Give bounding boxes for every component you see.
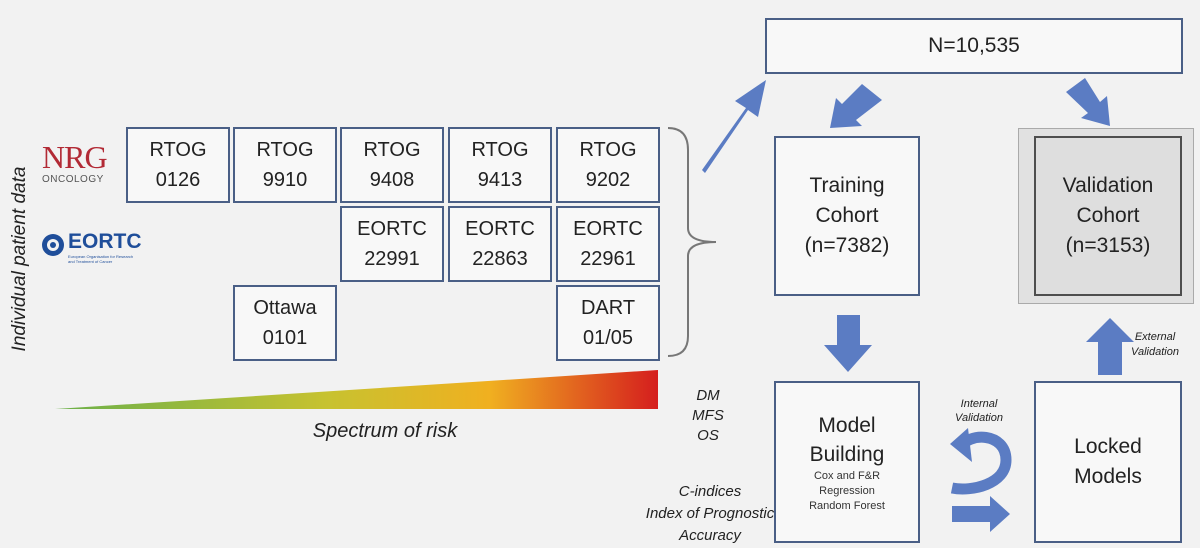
trial-box-rtog-0126: RTOG 0126 [126, 127, 230, 203]
trial-box-eortc-22863: EORTC 22863 [448, 206, 552, 282]
training-line1: Training [809, 174, 885, 197]
internal-validation-line2: Validation [955, 412, 1003, 424]
trial-number: 0126 [155, 169, 201, 191]
internal-validation-line1: Internal [960, 398, 998, 410]
trial-name: RTOG [471, 139, 529, 161]
endpoint-dm: DM [696, 387, 720, 404]
eortc-logo-subtext: European Organisation for Research and T… [68, 254, 133, 264]
locked-models-box: Locked Models [1034, 381, 1182, 543]
trial-box-eortc-22991: EORTC 22991 [340, 206, 444, 282]
up-right-arrow [702, 80, 766, 173]
trial-name: EORTC [465, 218, 535, 240]
endpoint-os: OS [697, 427, 719, 444]
individual-patient-data-label: Individual patient data [9, 166, 30, 352]
trial-name: EORTC [357, 218, 427, 240]
validation-line2: Cohort [1076, 204, 1140, 227]
trial-box-rtog-9408: RTOG 9408 [340, 127, 444, 203]
nrg-oncology-logo: NRG ONCOLOGY [42, 140, 122, 190]
validation-line1: Validation [1062, 174, 1154, 197]
locked-line1: Locked [1074, 435, 1142, 458]
validation-cohort-box: Validation Cohort (n=3153) [1034, 136, 1182, 296]
method-regression: Regression [819, 484, 875, 497]
method-random-forest: Random Forest [809, 499, 885, 512]
trial-box-rtog-9202: RTOG 9202 [556, 127, 660, 203]
trial-number: 22991 [364, 248, 420, 270]
trial-name: RTOG [363, 139, 421, 161]
trial-name: EORTC [573, 218, 643, 240]
external-validation-label: External Validation [1122, 330, 1188, 360]
arrow-to-validation [1066, 78, 1110, 126]
risk-spectrum-wedge [55, 370, 658, 409]
trial-number: 9413 [477, 169, 523, 191]
trials-brace [667, 127, 717, 357]
trial-box-eortc-22961: EORTC 22961 [556, 206, 660, 282]
trial-box-ottawa-0101: Ottawa 0101 [233, 285, 337, 361]
trial-name: RTOG [579, 139, 637, 161]
trial-number: 9408 [369, 169, 415, 191]
trial-name: RTOG [149, 139, 207, 161]
metric-accuracy: Accuracy [679, 527, 741, 544]
eortc-sub-line1: European Organisation for Research [68, 254, 134, 259]
metrics-list: C-indices Index of Prognostic Accuracy [620, 481, 800, 547]
trial-number: 22961 [580, 248, 636, 270]
internal-validation-label: Internal Validation [936, 397, 1022, 425]
method-cox-fr: Cox and F&R [813, 469, 881, 482]
model-building-title-line1: Model [818, 413, 876, 437]
arrow-training-to-model [824, 315, 872, 372]
training-line3: (n=7382) [804, 234, 890, 257]
total-n-box: N=10,535 [765, 18, 1183, 74]
model-building-box: Model Building Cox and F&R Regression Ra… [774, 381, 920, 543]
eortc-emblem-icon [42, 234, 64, 256]
trial-number: 22863 [472, 248, 528, 270]
total-n-text: N=10,535 [928, 34, 1020, 57]
trial-number: 0101 [262, 327, 308, 349]
trial-name: RTOG [256, 139, 314, 161]
trial-name: Ottawa [253, 297, 317, 319]
training-cohort-box: Training Cohort (n=7382) [774, 136, 920, 296]
spectrum-of-risk-label: Spectrum of risk [312, 420, 458, 442]
eortc-logo-text: EORTC [68, 230, 142, 253]
endpoints-list: DM MFS OS [680, 386, 736, 446]
arrow-model-to-locked [952, 496, 1010, 532]
metric-index-prognostic: Index of Prognostic [645, 505, 775, 522]
internal-validation-loop [950, 431, 1012, 495]
trial-box-rtog-9413: RTOG 9413 [448, 127, 552, 203]
trial-number: 01/05 [582, 327, 634, 349]
training-line2: Cohort [815, 204, 879, 227]
trial-box-dart-0105: DART 01/05 [556, 285, 660, 361]
internal-loop-arrowhead [950, 428, 972, 462]
metric-c-indices: C-indices [678, 483, 742, 500]
nrg-logo-text: NRG [42, 139, 108, 175]
model-building-title-line2: Building [809, 442, 885, 466]
external-validation-line2: Validation [1131, 346, 1179, 358]
eortc-logo: EORTC European Organisation for Research… [40, 230, 155, 266]
arrow-to-training [830, 84, 882, 128]
nrg-logo-subtext: ONCOLOGY [42, 174, 104, 185]
trial-name: DART [580, 297, 636, 319]
endpoint-mfs: MFS [692, 407, 724, 424]
locked-line2: Models [1074, 465, 1142, 488]
validation-line3: (n=3153) [1065, 234, 1151, 257]
trial-number: 9910 [262, 169, 308, 191]
trial-box-rtog-9910: RTOG 9910 [233, 127, 337, 203]
eortc-sub-line2: and Treatment of Cancer [68, 259, 113, 264]
trial-number: 9202 [585, 169, 631, 191]
external-validation-line1: External [1134, 331, 1176, 343]
